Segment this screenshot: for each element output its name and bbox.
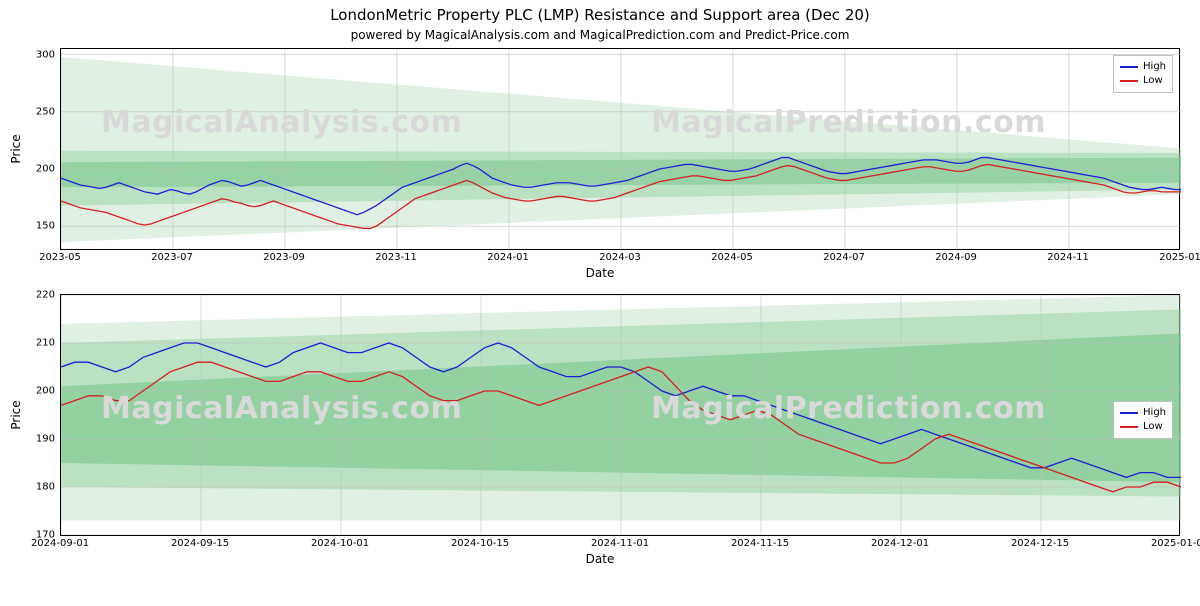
x-tick-label: 2024-01 <box>487 252 529 263</box>
y-tick-label: 150 <box>21 221 55 232</box>
x-tick-label: 2023-09 <box>263 252 305 263</box>
x-tick-label: 2024-11-15 <box>731 538 789 549</box>
legend-label-low: Low <box>1143 74 1163 88</box>
x-tick-label: 2024-10-01 <box>311 538 369 549</box>
legend-label-high: High <box>1143 60 1166 74</box>
chart-title: LondonMetric Property PLC (LMP) Resistan… <box>0 6 1200 24</box>
x-tick-label: 2024-05 <box>711 252 753 263</box>
legend-item-low-b: Low <box>1120 420 1166 434</box>
legend-label-high-b: High <box>1143 406 1166 420</box>
y-tick-label: 300 <box>21 49 55 60</box>
y-tick-label: 180 <box>21 482 55 493</box>
x-tick-label: 2024-12-15 <box>1011 538 1069 549</box>
x-tick-label: 2025-01-01 <box>1151 538 1200 549</box>
x-tick-label: 2024-09-15 <box>171 538 229 549</box>
bottom-y-axis-label: Price <box>9 400 23 429</box>
x-tick-label: 2024-11-01 <box>591 538 649 549</box>
y-tick-label: 220 <box>21 290 55 301</box>
y-tick-label: 190 <box>21 434 55 445</box>
x-tick-label: 2025-01 <box>1159 252 1200 263</box>
y-tick-label: 200 <box>21 164 55 175</box>
legend-swatch-low-b <box>1120 426 1138 428</box>
bottom-chart-svg <box>61 295 1181 535</box>
bottom-chart-panel: MagicalAnalysis.com MagicalPrediction.co… <box>60 294 1180 536</box>
x-tick-label: 2023-05 <box>39 252 81 263</box>
legend-swatch-high <box>1120 66 1138 68</box>
bottom-x-ticks: 2024-09-012024-09-152024-10-012024-10-15… <box>60 536 1180 550</box>
chart-subtitle: powered by MagicalAnalysis.com and Magic… <box>0 28 1200 42</box>
bottom-legend: High Low <box>1113 401 1173 439</box>
legend-item-low: Low <box>1120 74 1166 88</box>
top-y-axis-label: Price <box>9 134 23 163</box>
x-tick-label: 2024-09-01 <box>31 538 89 549</box>
top-chart-panel: MagicalAnalysis.com MagicalPrediction.co… <box>60 48 1180 250</box>
legend-item-high-b: High <box>1120 406 1166 420</box>
top-chart-svg <box>61 49 1181 249</box>
x-tick-label: 2024-12-01 <box>871 538 929 549</box>
y-tick-label: 200 <box>21 386 55 397</box>
x-tick-label: 2024-09 <box>935 252 977 263</box>
x-tick-label: 2024-03 <box>599 252 641 263</box>
y-tick-label: 210 <box>21 338 55 349</box>
bottom-x-axis-label: Date <box>0 552 1200 566</box>
legend-label-low-b: Low <box>1143 420 1163 434</box>
top-x-axis-label: Date <box>0 266 1200 280</box>
top-x-ticks: 2023-052023-072023-092023-112024-012024-… <box>60 250 1180 264</box>
x-tick-label: 2024-10-15 <box>451 538 509 549</box>
x-tick-label: 2023-11 <box>375 252 417 263</box>
y-tick-label: 250 <box>21 106 55 117</box>
legend-item-high: High <box>1120 60 1166 74</box>
legend-swatch-low <box>1120 80 1138 82</box>
x-tick-label: 2024-07 <box>823 252 865 263</box>
legend-swatch-high-b <box>1120 412 1138 414</box>
x-tick-label: 2023-07 <box>151 252 193 263</box>
x-tick-label: 2024-11 <box>1047 252 1089 263</box>
top-legend: High Low <box>1113 55 1173 93</box>
